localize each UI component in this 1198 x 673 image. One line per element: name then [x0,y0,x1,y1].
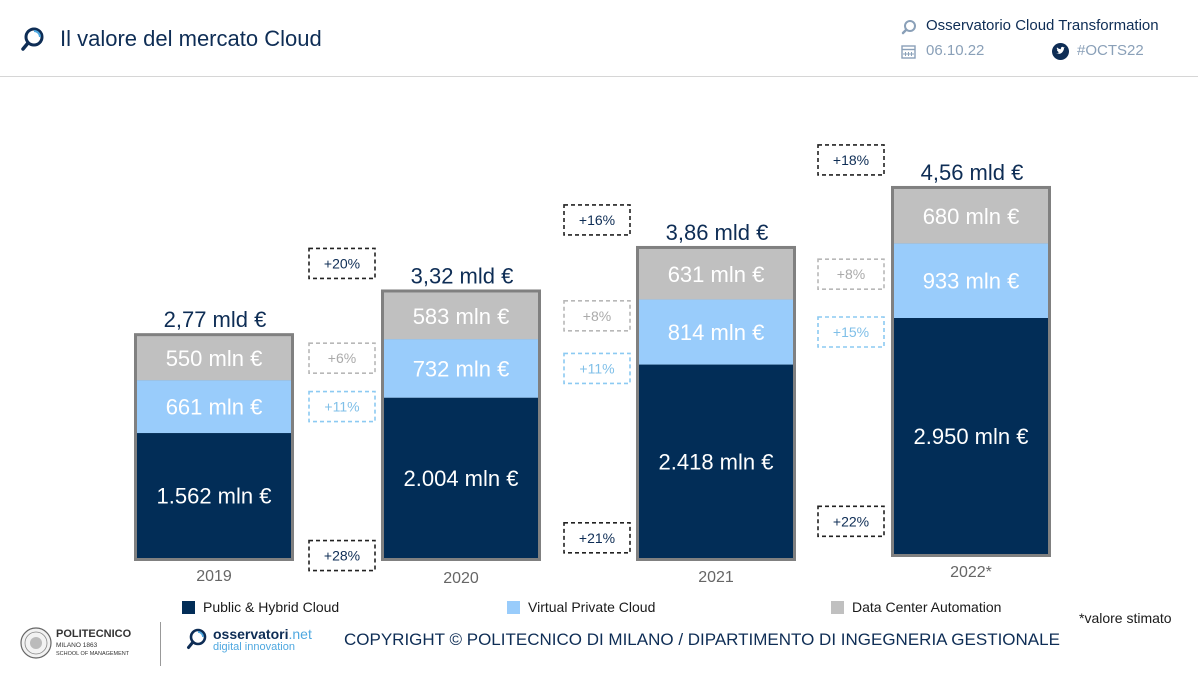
polimi-school: SCHOOL OF MANAGEMENT [56,650,130,657]
growth-label-virtual-private: +15% [833,324,869,340]
growth-box-virtual-private [308,390,376,423]
legend-swatch-public-hybrid [182,600,195,614]
category-label: 2021 [698,569,734,586]
total-label: 3,32 mld € [411,263,514,288]
event-date: 06.10.22 [926,42,985,59]
magnifier-icon [187,628,207,649]
bar-segment-data-center [137,336,291,381]
total-label: 3,86 mld € [666,220,769,245]
total-label: 4,56 mld € [921,160,1024,185]
osservatori-wordmark: osservatori.net digital innovation [213,627,312,653]
osservatori-main: osservatori [213,626,289,642]
growth-box-total [817,144,885,176]
value-label-virtual-private: 933 mln € [923,269,1020,294]
bar-segment-public-hybrid [137,433,291,558]
value-label-virtual-private: 661 mln € [166,395,263,420]
category-label: 2019 [196,568,232,585]
value-label-data-center: 680 mln € [923,204,1020,229]
event-hashtag: #OCTS22 [1077,42,1144,59]
value-label-public-hybrid: 2.004 mln € [404,466,519,491]
stacked-bar-chart: 1.562 mln € 661 mln € 550 mln € 2,77 mld € 2… [134,144,1051,587]
bar-segment-public-hybrid [894,318,1048,554]
growth-label-public-hybrid: +28% [324,548,360,564]
growth-label-total: +20% [324,255,360,271]
magnifier-icon [21,27,44,51]
category-label: 2020 [443,570,479,587]
polimi-seal-logo [20,627,52,659]
bar-segment-virtual-private [894,243,1048,318]
page-title: Il valore del mercato Cloud [60,26,322,51]
growth-box-data-center [308,342,376,374]
legend-label-virtual-private: Virtual Private Cloud [528,599,656,615]
legend-swatch-data-center [831,600,844,614]
growth-box-total [563,204,631,236]
growth-box-virtual-private [563,352,631,385]
bar-segment-virtual-private [137,380,291,434]
growth-box-data-center [563,300,631,332]
value-label-public-hybrid: 2.950 mln € [914,424,1029,449]
bar-segment-data-center [639,248,793,300]
growth-label-data-center: +8% [583,308,611,324]
value-label-data-center: 631 mln € [668,262,765,287]
legend-swatch-virtual-private [507,600,520,614]
polimi-name: POLITECNICO [56,628,132,640]
value-label-virtual-private: 814 mln € [668,320,765,345]
legend-item-public-hybrid: Public & Hybrid Cloud [182,599,339,615]
legend-label-public-hybrid: Public & Hybrid Cloud [203,599,340,615]
polimi-wordmark: POLITECNICO MILANO 1863 SCHOOL OF MANAGE… [56,629,156,657]
total-label: 2,77 mld € [164,307,267,332]
osservatori-suffix: .net [288,626,312,642]
growth-box-public-hybrid [563,522,631,554]
growth-label-virtual-private: +11% [579,360,614,376]
growth-label-data-center: +6% [328,350,356,366]
bar-segment-data-center [384,292,538,340]
growth-box-total [308,247,376,280]
category-label: 2022* [950,564,992,581]
bar-segment-virtual-private [384,339,538,398]
value-label-virtual-private: 732 mln € [413,356,510,381]
copyright-text: COPYRIGHT © POLITECNICO DI MILANO / DIPA… [344,630,1060,649]
growth-label-data-center: +8% [837,266,865,282]
footer-divider [160,622,161,666]
growth-label-public-hybrid: +22% [833,513,869,529]
growth-label-virtual-private: +11% [324,399,359,415]
twitter-icon [1052,43,1069,60]
value-label-public-hybrid: 2.418 mln € [659,449,774,474]
bar-segment-public-hybrid [639,364,793,558]
growth-label-public-hybrid: +21% [579,530,615,546]
observatory-name: Osservatorio Cloud Transformation [926,17,1159,34]
value-label-data-center: 583 mln € [413,304,510,329]
bar-segment-public-hybrid [384,397,538,558]
polimi-sub: MILANO 1863 [56,642,98,649]
bar-segment-data-center [894,188,1048,244]
growth-label-total: +16% [579,212,615,228]
growth-box-virtual-private [817,316,885,348]
legend-item-virtual-private: Virtual Private Cloud [507,599,655,615]
calendar-icon [901,45,916,59]
header-bar: Il valore del mercato Cloud Osservatorio… [0,0,1198,77]
bar-segment-virtual-private [639,299,793,365]
estimate-note: *valore stimato [1079,610,1172,626]
legend-item-data-center: Data Center Automation [831,599,1001,615]
value-label-public-hybrid: 1.562 mln € [157,484,272,509]
legend-label-data-center: Data Center Automation [852,599,1002,615]
value-label-data-center: 550 mln € [166,346,263,371]
osservatori-sub: digital innovation [213,641,295,653]
growth-label-total: +18% [833,152,869,168]
magnifier-icon [901,20,916,35]
